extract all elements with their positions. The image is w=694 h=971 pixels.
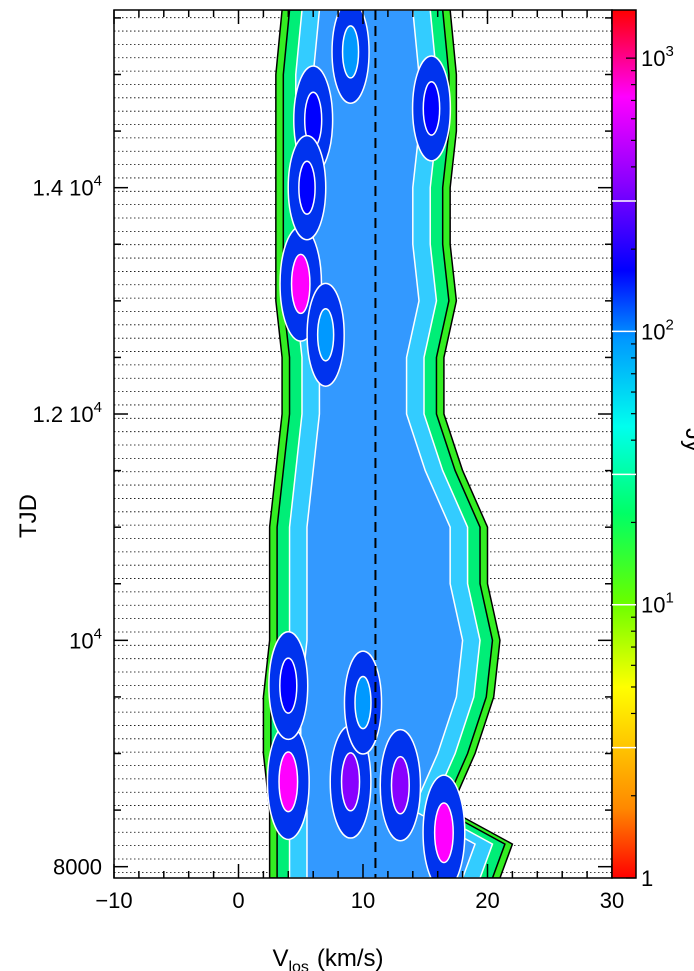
peak-core [290, 253, 311, 315]
colorbar-tick-label: 101 [641, 590, 674, 618]
y-tick-label: 1.4 104 [32, 173, 102, 201]
y-tick-label: 8000 [53, 855, 102, 880]
x-tick-label: 20 [475, 888, 499, 913]
peak-core [340, 752, 361, 812]
colorbar-tick-label: 1 [641, 866, 653, 891]
peak-core [316, 307, 335, 362]
x-tick-label: 0 [232, 888, 244, 913]
peak-core [278, 751, 299, 813]
x-tick-label: 10 [351, 888, 375, 913]
colorbar-tick-label: 103 [641, 43, 674, 71]
colorbar-tick-label: 102 [641, 316, 674, 344]
colorbar-title: Jy [680, 428, 694, 452]
x-axis-title: Vlos (km/s) [272, 945, 383, 971]
emission-band [262, 10, 514, 878]
y-tick-label: 1.2 104 [32, 399, 102, 427]
peak-core [341, 25, 360, 79]
peak-core [279, 657, 298, 714]
y-axis-title: TJD [15, 494, 42, 538]
peak-core [433, 802, 454, 864]
peak-core [354, 675, 372, 730]
colorbar [611, 9, 637, 879]
peak-core [422, 81, 441, 136]
colorbar-axis: 1 101 102 103 [612, 43, 674, 891]
emission-band-level-3 [300, 10, 476, 878]
peak-core [298, 160, 316, 215]
x-tick-label: 30 [600, 888, 624, 913]
plot-area [114, 10, 612, 878]
y-tick-label: 104 [69, 625, 102, 653]
x-axis: −10 0 10 20 30 [95, 10, 624, 913]
y-axis: 8000 104 1.2 104 1.4 104 [32, 17, 612, 880]
peak-core [390, 755, 410, 815]
x-tick-label: −10 [95, 888, 132, 913]
emission-peaks [266, 10, 466, 878]
